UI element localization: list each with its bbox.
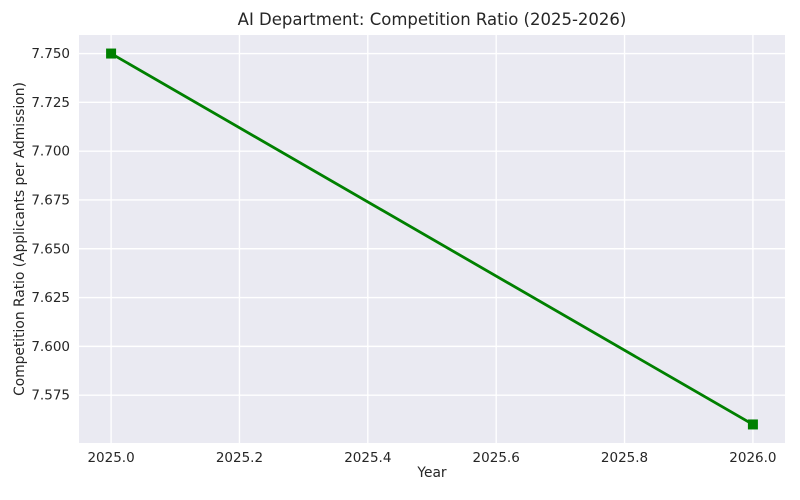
x-tick-label: 2025.4 (344, 450, 391, 466)
x-tick-label: 2025.6 (473, 450, 520, 466)
data-point-marker (747, 419, 758, 430)
y-tick-label: 7.600 (31, 339, 70, 355)
chart-title: AI Department: Competition Ratio (2025-2… (237, 10, 627, 29)
data-point-marker (106, 48, 117, 59)
y-tick-label: 7.575 (31, 388, 70, 404)
x-tick-label: 2025.2 (216, 450, 263, 466)
y-tick-label: 7.675 (31, 192, 70, 208)
y-tick-label: 7.725 (31, 95, 70, 111)
x-tick-label: 2026.0 (729, 450, 776, 466)
y-tick-label: 7.750 (31, 46, 70, 62)
x-tick-label: 2025.8 (601, 450, 648, 466)
y-tick-label: 7.700 (31, 144, 70, 160)
x-axis-label: Year (417, 465, 447, 481)
y-axis-label: Competition Ratio (Applicants per Admiss… (12, 82, 28, 396)
y-tick-label: 7.625 (31, 290, 70, 306)
y-tick-label: 7.650 (31, 241, 70, 257)
x-tick-label: 2025.0 (87, 450, 134, 466)
data-line (109, 52, 755, 426)
